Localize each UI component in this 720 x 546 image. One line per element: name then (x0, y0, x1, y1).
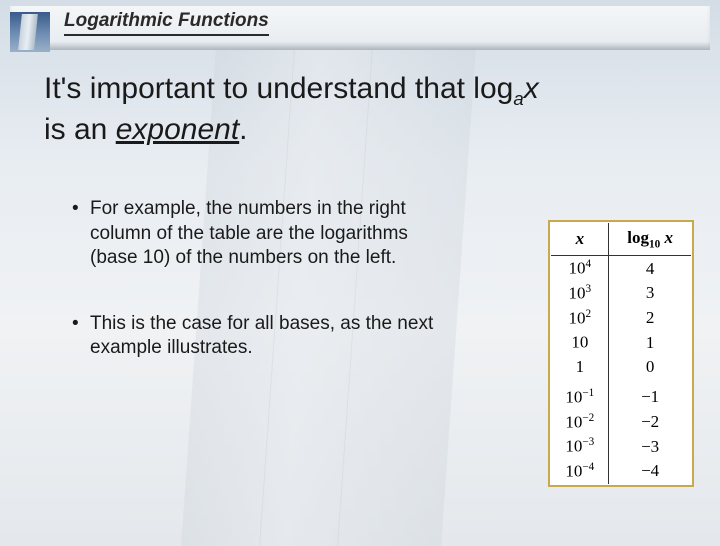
table-row: 1044 (551, 256, 691, 281)
log-table-inner: x log10 x 1044 1033 1022 101 10 10−1−1 1… (551, 223, 691, 484)
table-row: 10−3−3 (551, 434, 691, 459)
table-body: 1044 1033 1022 101 10 10−1−1 10−2−2 10−3… (551, 256, 691, 484)
main-line2-b: . (239, 113, 247, 146)
col2-var: x (665, 228, 674, 247)
table-row: 10−4−4 (551, 459, 691, 484)
log-arg-x: x (524, 72, 539, 105)
table-row: 1033 (551, 281, 691, 306)
col2-pre: log (627, 228, 649, 247)
log-table: x log10 x 1044 1033 1022 101 10 10−1−1 1… (548, 220, 694, 487)
main-line2-a: is an (44, 113, 116, 146)
slide-title: Logarithmic Functions (64, 10, 269, 36)
logo-thumbnail (10, 12, 50, 52)
col-header-log: log10 x (609, 223, 691, 256)
main-line1-a: It's important to understand that log (44, 72, 513, 105)
table-row: 101 (551, 330, 691, 355)
log-base-sub: a (513, 88, 523, 109)
main-statement: It's important to understand that logax … (44, 70, 684, 149)
col1-header-text: x (576, 229, 585, 248)
bullet-2: This is the case for all bases, as the n… (72, 312, 452, 361)
exponent-word: exponent (116, 113, 239, 146)
slide-header: Logarithmic Functions (10, 6, 710, 50)
table-row: 10−1−1 (551, 383, 691, 410)
table-row: 10 (551, 355, 691, 383)
table-row: 10−2−2 (551, 410, 691, 435)
col2-sub: 10 (649, 238, 660, 250)
col-header-x: x (551, 223, 608, 256)
bullet-1: For example, the numbers in the right co… (72, 197, 452, 270)
bullet-list: For example, the numbers in the right co… (72, 197, 452, 361)
table-row: 1022 (551, 306, 691, 331)
